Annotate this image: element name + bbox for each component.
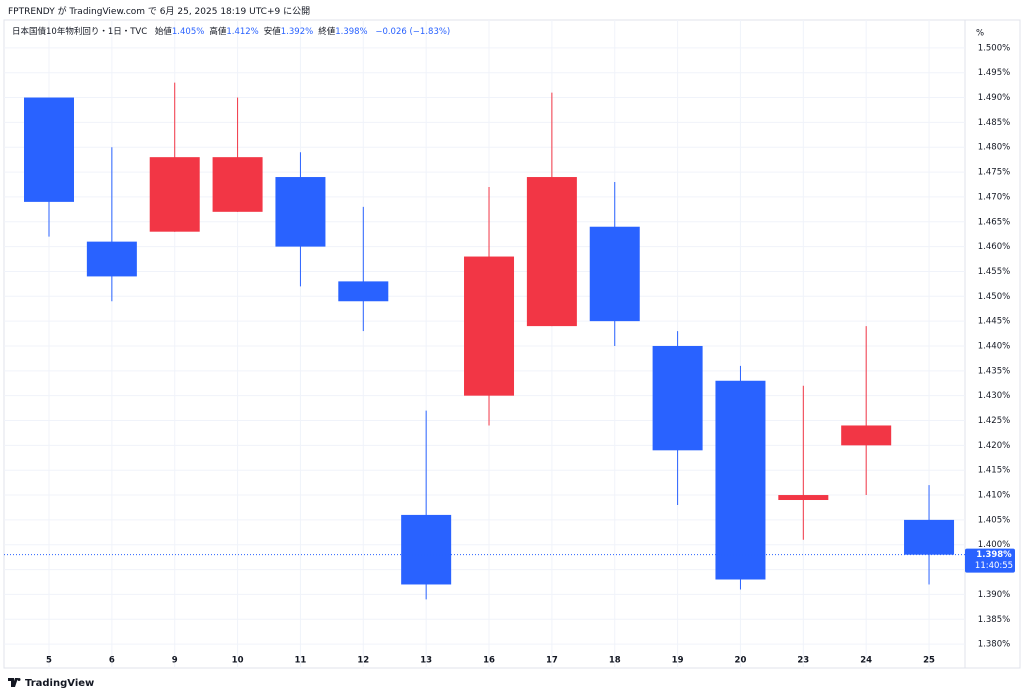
candle-body	[464, 256, 515, 396]
x-tick-label: 18	[609, 656, 621, 666]
x-tick-label: 13	[420, 656, 432, 666]
legend-value: 1.412%	[226, 27, 259, 37]
chart-title: 日本国債10年物利回り・1日・TVC	[12, 27, 148, 37]
y-tick-label: 1.465%	[978, 217, 1010, 227]
legend-value: 1.392%	[280, 27, 314, 37]
plot-frame	[3, 19, 1021, 669]
candle-body	[338, 281, 389, 302]
y-tick-label: 1.420%	[978, 441, 1010, 451]
published-note: FPTRENDY が TradingView.com で 6月 25, 2025…	[8, 7, 311, 17]
y-tick-label: 1.405%	[978, 515, 1010, 525]
y-tick-label: 1.475%	[978, 168, 1010, 178]
change: −0.026 (−1.83%)	[375, 27, 451, 37]
y-tick-label: 1.490%	[978, 93, 1010, 103]
footer-text: TradingView	[25, 678, 95, 689]
x-tick-label: 12	[357, 656, 369, 666]
y-tick-label: 1.435%	[978, 366, 1010, 376]
y-tick-label: 1.380%	[978, 640, 1010, 650]
y-tick-label: 1.385%	[978, 615, 1010, 625]
x-tick-label: 17	[546, 656, 558, 666]
candle-body	[149, 157, 200, 232]
x-tick-label: 9	[172, 656, 178, 666]
y-tick-label: 1.495%	[978, 68, 1010, 78]
y-tick-label: 1.415%	[978, 466, 1010, 476]
legend-label: 安値	[263, 27, 281, 37]
candle-body	[275, 177, 326, 247]
axis-unit: %	[976, 29, 984, 39]
y-tick-label: 1.425%	[978, 416, 1010, 426]
x-tick-label: 19	[672, 656, 684, 666]
last-price-label: 1.398%	[976, 550, 1012, 560]
candle-body	[24, 97, 74, 202]
legend-label: 高値	[209, 27, 227, 37]
x-tick-label: 11	[295, 656, 307, 666]
x-tick-label: 16	[483, 656, 495, 666]
x-tick-label: 23	[797, 656, 809, 666]
y-tick-label: 1.460%	[978, 242, 1010, 252]
y-tick-label: 1.450%	[978, 292, 1010, 302]
legend-value: 1.398%	[335, 27, 368, 37]
ohlc-legend: 始値1.405% 高値1.412% 安値1.392% 終値1.398%	[150, 27, 368, 37]
candle-body	[401, 514, 452, 585]
candle-body	[526, 177, 577, 327]
last-price-tag	[965, 548, 1015, 573]
candle-body	[904, 519, 955, 555]
footer: TradingView	[8, 678, 94, 689]
y-tick-label: 1.400%	[978, 540, 1010, 550]
candle-body	[589, 226, 640, 322]
x-tick-label: 5	[46, 656, 52, 666]
chart-header: 日本国債10年物利回り・1日・TVC 始値1.405% 高値1.412% 安値1.3…	[12, 25, 450, 37]
y-tick-label: 1.485%	[978, 118, 1010, 128]
x-tick-label: 6	[109, 656, 115, 666]
y-tick-label: 1.430%	[978, 391, 1010, 401]
candle-body	[86, 241, 137, 277]
candle-body	[715, 380, 766, 580]
x-tick-label: 10	[232, 656, 244, 666]
y-tick-label: 1.455%	[978, 267, 1010, 277]
y-tick-label: 1.480%	[978, 143, 1010, 153]
x-tick-label: 20	[735, 656, 747, 666]
candle-body	[212, 157, 263, 212]
candle-body	[652, 345, 703, 451]
last-price-countdown: 11:40:55	[975, 561, 1013, 571]
y-tick-label: 1.390%	[978, 590, 1010, 600]
y-tick-label: 1.440%	[978, 341, 1010, 351]
legend-value: 1.405%	[171, 27, 205, 37]
legend-label: 終値	[318, 27, 336, 37]
candle-body	[778, 495, 829, 501]
legend-label: 始値	[154, 27, 172, 37]
y-tick-label: 1.445%	[978, 317, 1010, 327]
y-tick-label: 1.470%	[978, 192, 1010, 202]
x-tick-label: 25	[923, 656, 935, 666]
candle-body	[841, 425, 892, 446]
y-tick-label: 1.500%	[978, 43, 1010, 53]
logo	[8, 678, 21, 687]
y-tick-label: 1.410%	[978, 491, 1010, 501]
x-tick-label: 24	[860, 656, 872, 666]
